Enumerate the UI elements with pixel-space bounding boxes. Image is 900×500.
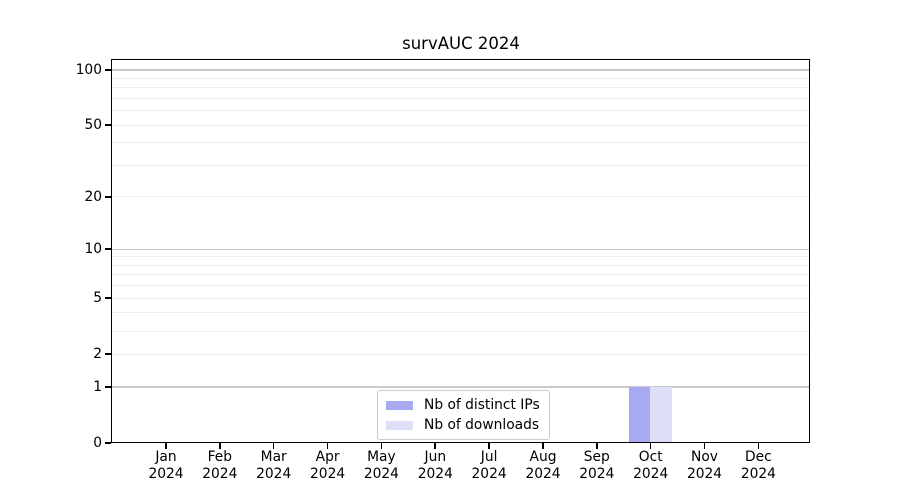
y-gridline-minor xyxy=(112,264,810,266)
y-gridline-minor xyxy=(112,196,810,198)
y-gridline-minor xyxy=(112,142,810,144)
legend-label-downloads: Nb of downloads xyxy=(424,417,540,433)
x-tick-label: Mar 2024 xyxy=(239,449,309,482)
legend-item-downloads: Nb of downloads xyxy=(386,416,540,435)
y-gridline-minor xyxy=(112,87,810,89)
x-tick-label: Jun 2024 xyxy=(400,449,470,482)
x-tick-year: 2024 xyxy=(417,465,453,482)
x-tick-label: Jul 2024 xyxy=(454,449,524,482)
x-axis-tick xyxy=(703,443,706,449)
x-tick-year: 2024 xyxy=(740,465,776,482)
x-tick-year: 2024 xyxy=(579,465,615,482)
x-axis-tick xyxy=(542,443,544,449)
y-gridline-minor xyxy=(112,297,810,299)
y-gridline-minor xyxy=(112,256,810,258)
x-tick-month: Aug xyxy=(529,449,557,465)
bar-downloads xyxy=(650,387,672,443)
x-axis-tick xyxy=(219,443,221,449)
y-gridline-minor xyxy=(112,312,810,314)
legend-swatch-distinct-ips-icon xyxy=(386,400,413,411)
x-tick-label: Apr 2024 xyxy=(293,449,363,482)
x-axis-tick xyxy=(272,443,275,449)
y-gridline-minor xyxy=(112,98,810,99)
y-tick-label: 10 xyxy=(84,241,102,258)
chart-title: survAUC 2024 xyxy=(402,34,520,53)
x-axis-tick xyxy=(596,443,598,449)
y-gridline-minor xyxy=(112,274,810,276)
x-tick-month: Jul xyxy=(480,449,498,465)
x-tick-month: Dec xyxy=(745,449,772,465)
x-tick-month: Oct xyxy=(638,449,663,465)
y-axis-tick xyxy=(105,386,111,388)
y-tick-label: 0 xyxy=(93,435,102,451)
y-gridline-minor xyxy=(112,330,810,332)
x-tick-year: 2024 xyxy=(633,465,669,482)
x-tick-label: Oct 2024 xyxy=(616,449,686,482)
y-tick-label: 100 xyxy=(75,62,102,78)
x-tick-year: 2024 xyxy=(686,465,723,482)
x-axis-tick xyxy=(757,443,760,449)
x-tick-month: Nov xyxy=(691,449,718,465)
y-gridline-major xyxy=(112,248,810,250)
y-tick-label: 50 xyxy=(84,117,102,134)
x-axis-tick xyxy=(165,443,167,449)
y-axis-tick xyxy=(105,124,111,126)
y-gridline-minor xyxy=(112,165,810,166)
x-tick-month: Apr xyxy=(315,449,340,465)
x-tick-label: Aug 2024 xyxy=(508,449,578,482)
x-tick-label: Jan 2024 xyxy=(131,449,201,482)
x-tick-month: Jun xyxy=(424,449,447,465)
y-axis-tick xyxy=(105,69,111,71)
x-tick-year: 2024 xyxy=(471,465,507,482)
plot-border xyxy=(110,58,810,443)
y-gridline-major xyxy=(112,386,810,388)
x-tick-label: Sep 2024 xyxy=(562,449,632,482)
x-tick-month: May xyxy=(367,449,396,465)
y-gridline-minor xyxy=(112,110,810,112)
x-tick-year: 2024 xyxy=(525,465,561,482)
legend: Nb of distinct IPs Nb of downloads xyxy=(377,390,550,440)
y-axis-tick xyxy=(105,248,111,250)
y-gridline-minor xyxy=(112,124,810,126)
y-gridline-minor xyxy=(112,77,810,79)
x-axis-tick xyxy=(434,443,436,449)
y-gridline-minor xyxy=(112,353,810,355)
x-tick-month: Mar xyxy=(260,449,287,465)
x-tick-month: Feb xyxy=(207,449,233,465)
x-axis-tick xyxy=(488,443,490,449)
y-tick-label: 20 xyxy=(84,188,102,205)
legend-item-distinct-ips: Nb of distinct IPs xyxy=(386,396,540,415)
y-axis-tick xyxy=(105,297,111,299)
y-tick-label: 2 xyxy=(93,346,102,363)
x-tick-label: Nov 2024 xyxy=(670,449,740,482)
x-tick-month: Jan xyxy=(155,449,177,465)
x-tick-year: 2024 xyxy=(202,465,238,482)
y-axis-tick xyxy=(105,196,111,198)
x-axis-tick xyxy=(649,443,652,449)
bar-distinct-ips xyxy=(628,387,651,443)
x-tick-year: 2024 xyxy=(148,465,184,482)
x-tick-label: Feb 2024 xyxy=(185,449,255,482)
y-tick-label: 5 xyxy=(93,290,102,307)
x-tick-year: 2024 xyxy=(363,465,399,482)
y-gridline-major xyxy=(112,69,810,71)
x-axis-tick xyxy=(380,443,383,449)
x-tick-year: 2024 xyxy=(310,465,346,482)
x-tick-label: Dec 2024 xyxy=(723,449,793,482)
legend-swatch-downloads-icon xyxy=(386,420,413,431)
legend-label-distinct-ips: Nb of distinct IPs xyxy=(424,397,540,413)
y-axis-tick xyxy=(105,353,111,355)
x-axis-tick xyxy=(326,443,329,449)
y-axis-tick xyxy=(105,442,111,444)
y-tick-label: 1 xyxy=(93,379,102,395)
x-tick-month: Sep xyxy=(583,449,610,465)
y-gridline-minor xyxy=(112,285,810,287)
x-tick-year: 2024 xyxy=(256,465,292,482)
x-tick-label: May 2024 xyxy=(346,449,416,482)
